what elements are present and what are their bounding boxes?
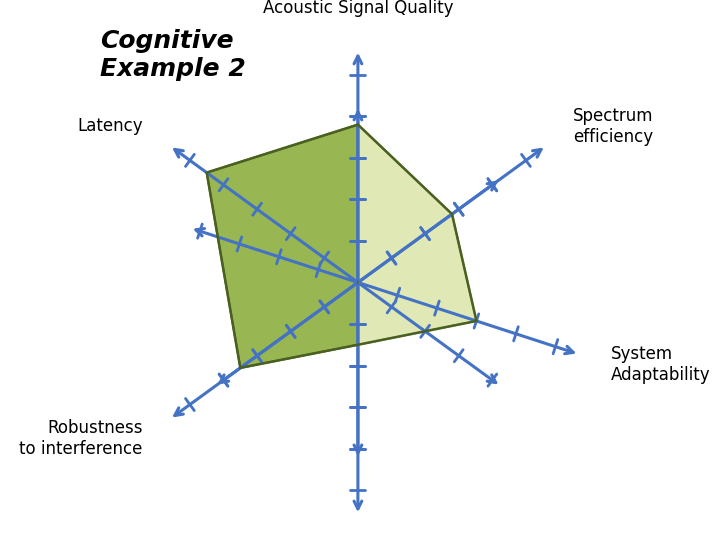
Text: Latency: Latency [77,117,143,135]
Text: Acoustic Signal Quality: Acoustic Signal Quality [263,0,453,17]
Text: Cognitive
Example 2: Cognitive Example 2 [100,29,246,81]
Polygon shape [207,125,358,368]
Text: Robustness
to interference: Robustness to interference [19,420,143,458]
Text: System
Adaptability: System Adaptability [611,345,711,384]
Polygon shape [358,125,477,345]
Text: Spectrum
efficiency: Spectrum efficiency [573,107,654,146]
